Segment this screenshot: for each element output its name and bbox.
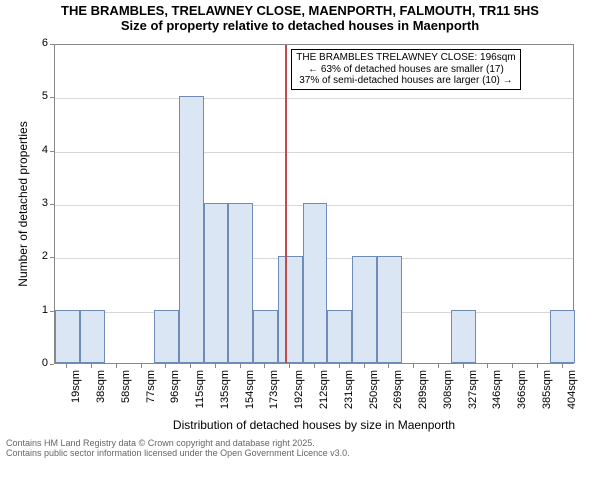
x-tick-label: 366sqm (516, 370, 528, 420)
x-tick (141, 364, 142, 368)
annotation-line-1: THE BRAMBLES TRELAWNEY CLOSE: 196sqm (296, 52, 515, 64)
annotation-box: THE BRAMBLES TRELAWNEY CLOSE: 196sqm← 63… (291, 49, 520, 90)
y-tick-label: 1 (28, 304, 48, 316)
x-tick (438, 364, 439, 368)
x-tick-label: 269sqm (392, 370, 404, 420)
x-tick-label: 212sqm (318, 370, 330, 420)
attribution-text: Contains HM Land Registry data © Crown c… (6, 438, 350, 459)
y-tick (50, 204, 54, 205)
y-tick (50, 44, 54, 45)
annotation-line-3: 37% of semi-detached houses are larger (… (296, 75, 515, 87)
histogram-bar (55, 310, 80, 363)
attribution-line-2: Contains public sector information licen… (6, 448, 350, 458)
y-tick-label: 4 (28, 144, 48, 156)
x-tick-label: 385sqm (541, 370, 553, 420)
x-tick-label: 154sqm (244, 370, 256, 420)
x-tick (388, 364, 389, 368)
x-tick (116, 364, 117, 368)
plot-area: THE BRAMBLES TRELAWNEY CLOSE: 196sqm← 63… (54, 44, 574, 364)
y-tick (50, 311, 54, 312)
histogram-bar (327, 310, 352, 363)
histogram-bar (204, 203, 229, 363)
x-tick (240, 364, 241, 368)
x-tick (537, 364, 538, 368)
y-tick-label: 3 (28, 197, 48, 209)
histogram-bar (253, 310, 278, 363)
x-tick (314, 364, 315, 368)
x-axis-label: Distribution of detached houses by size … (54, 418, 574, 432)
histogram-bar (352, 256, 377, 363)
x-tick (165, 364, 166, 368)
histogram-bar (278, 256, 303, 363)
title-line-1: THE BRAMBLES, TRELAWNEY CLOSE, MAENPORTH… (61, 3, 539, 18)
x-tick-label: 38sqm (95, 370, 107, 420)
x-tick-label: 96sqm (169, 370, 181, 420)
histogram-bar (550, 310, 575, 363)
title-line-2: Size of property relative to detached ho… (121, 18, 479, 33)
chart-title: THE BRAMBLES, TRELAWNEY CLOSE, MAENPORTH… (0, 4, 600, 34)
y-tick (50, 97, 54, 98)
x-tick-label: 327sqm (467, 370, 479, 420)
x-tick-label: 135sqm (219, 370, 231, 420)
y-tick-label: 5 (28, 90, 48, 102)
histogram-bar (154, 310, 179, 363)
x-tick-label: 308sqm (442, 370, 454, 420)
histogram-bar (80, 310, 105, 363)
histogram-bar (451, 310, 476, 363)
x-tick (413, 364, 414, 368)
x-tick (487, 364, 488, 368)
x-tick-label: 250sqm (368, 370, 380, 420)
x-tick-label: 115sqm (194, 370, 206, 420)
y-tick (50, 257, 54, 258)
x-tick (512, 364, 513, 368)
x-tick-label: 77sqm (145, 370, 157, 420)
x-tick-label: 58sqm (120, 370, 132, 420)
x-tick-label: 346sqm (491, 370, 503, 420)
y-tick-label: 6 (28, 37, 48, 49)
x-tick (339, 364, 340, 368)
attribution-line-1: Contains HM Land Registry data © Crown c… (6, 438, 315, 448)
x-tick-label: 173sqm (268, 370, 280, 420)
chart-container: THE BRAMBLES, TRELAWNEY CLOSE, MAENPORTH… (0, 0, 600, 500)
x-tick (190, 364, 191, 368)
histogram-bar (303, 203, 328, 363)
histogram-bar (179, 96, 204, 363)
y-tick (50, 151, 54, 152)
grid-line (55, 152, 573, 153)
y-tick-label: 2 (28, 250, 48, 262)
x-tick (66, 364, 67, 368)
y-tick-label: 0 (28, 357, 48, 369)
reference-line (285, 45, 287, 363)
x-tick (562, 364, 563, 368)
x-tick (91, 364, 92, 368)
x-tick (264, 364, 265, 368)
y-tick (50, 364, 54, 365)
x-tick (463, 364, 464, 368)
x-tick (289, 364, 290, 368)
histogram-bar (377, 256, 402, 363)
x-tick-label: 192sqm (293, 370, 305, 420)
x-tick-label: 19sqm (70, 370, 82, 420)
x-tick-label: 404sqm (566, 370, 578, 420)
x-tick (215, 364, 216, 368)
histogram-bar (228, 203, 253, 363)
x-tick-label: 231sqm (343, 370, 355, 420)
grid-line (55, 98, 573, 99)
annotation-line-2: ← 63% of detached houses are smaller (17… (296, 64, 515, 76)
x-tick-label: 289sqm (417, 370, 429, 420)
x-tick (364, 364, 365, 368)
